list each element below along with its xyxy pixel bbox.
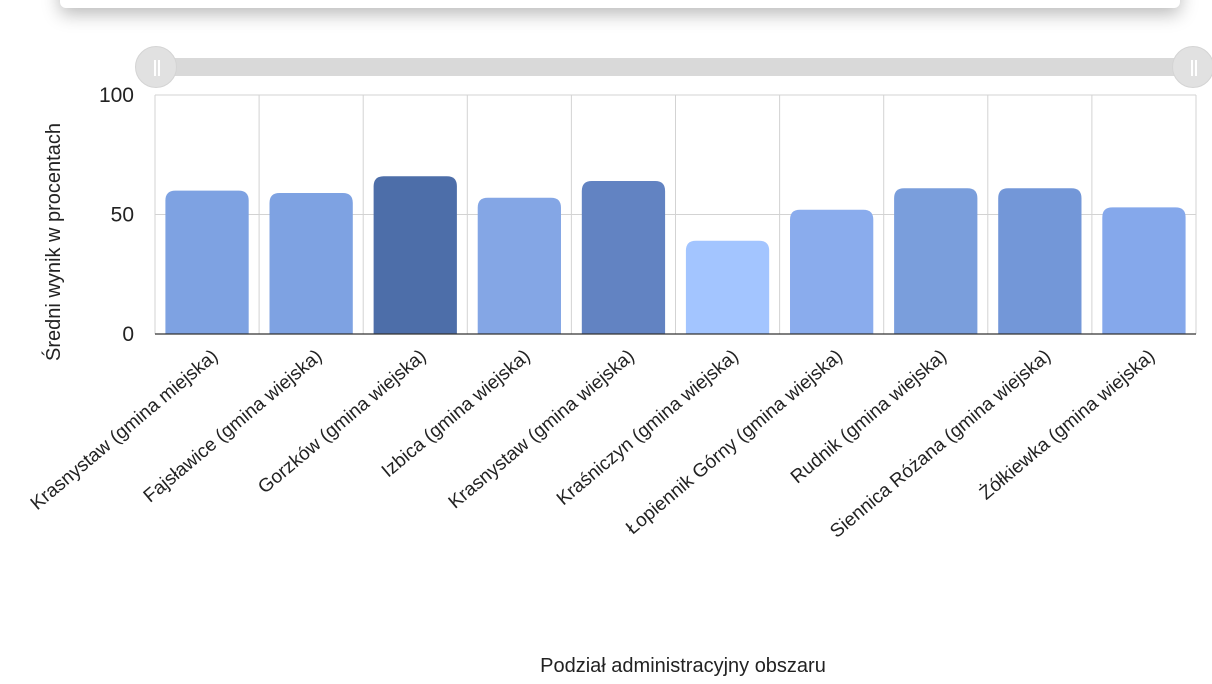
bar: [581, 181, 666, 334]
y-tick-label: 50: [111, 204, 134, 227]
x-tick-label: Krasnystaw (gmina wiejska): [445, 346, 639, 513]
x-tick-label: Fajsławice (gmina wiejska): [140, 346, 327, 507]
x-tick-label: Żółkiewka (gmina wiejska): [976, 346, 1159, 505]
bar: [477, 197, 561, 334]
bar: [165, 190, 249, 334]
bar: [269, 192, 353, 334]
y-tick-label: 0: [122, 323, 134, 346]
range-left-handle[interactable]: [135, 46, 177, 88]
grip-icon: [158, 60, 160, 76]
bar: [790, 209, 874, 334]
x-tick-label: Łopiennik Górny (gmina wiejska): [622, 346, 847, 539]
x-tick-labels: Krasnystaw (gmina miejska)Fajsławice (gm…: [27, 346, 1159, 543]
y-axis-title: Średni wynik w procentach: [41, 123, 65, 361]
grip-icon: [154, 60, 156, 76]
y-tick-labels: 0 50 100: [99, 84, 134, 346]
x-tick-label: Krasnystaw (gmina miejska): [27, 346, 222, 515]
bar-series: [165, 176, 1186, 334]
y-tick-label: 100: [99, 84, 134, 107]
bar: [685, 240, 770, 334]
grip-icon: [1195, 60, 1197, 76]
x-axis-title: Podział administracyjny obszaru: [540, 655, 826, 677]
panel-shadow: [60, 0, 1180, 8]
bar: [998, 188, 1082, 334]
range-right-handle[interactable]: [1172, 46, 1212, 88]
bar: [1102, 207, 1186, 334]
range-slider-track[interactable]: [156, 58, 1196, 76]
x-tick-label: Kraśniczyn (gmina wiejska): [553, 346, 743, 510]
grip-icon: [1191, 60, 1193, 76]
bar: [894, 188, 978, 334]
x-tick-label: Siennica Różana (gmina wiejska): [826, 346, 1055, 543]
x-tick-label: Gorzków (gmina wiejska): [254, 346, 430, 499]
bar: [373, 176, 457, 334]
